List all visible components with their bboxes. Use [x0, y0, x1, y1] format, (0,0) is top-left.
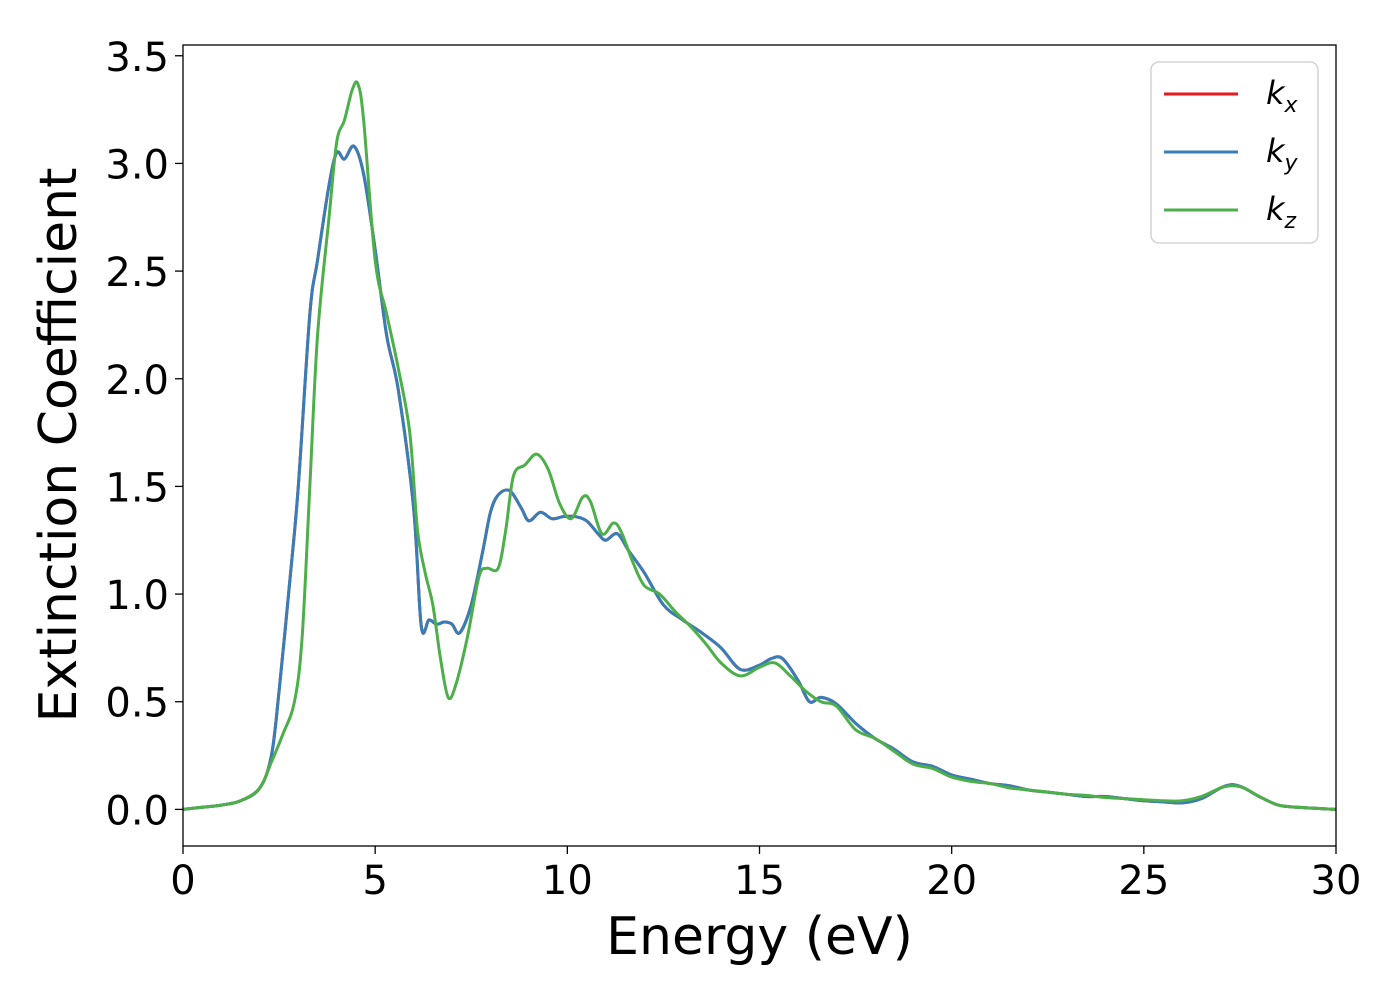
y-tick-label: 2.5	[105, 250, 169, 296]
legend-label-z: kz	[1266, 190, 1297, 234]
x-tick-label: 0	[170, 858, 195, 904]
legend-label-y: ky	[1266, 132, 1299, 176]
x-tick-label: 15	[734, 858, 785, 904]
y-tick-label: 0.5	[105, 681, 169, 727]
legend-label-x: kx	[1266, 74, 1299, 118]
plot-area	[182, 44, 1337, 847]
y-tick-label: 3.5	[105, 35, 169, 81]
series-group	[183, 80, 1336, 811]
x-axis-title: Energy (eV)	[606, 907, 913, 967]
x-tick-label: 20	[926, 858, 977, 904]
y-tick-label: 1.5	[105, 465, 169, 511]
x-axis: 0 5 10 15 20 25 30	[170, 846, 1361, 904]
y-tick-label: 0.0	[105, 788, 169, 834]
x-tick-label: 30	[1311, 858, 1362, 904]
x-tick-label: 5	[362, 858, 387, 904]
y-tick-label: 2.0	[105, 358, 169, 404]
series-line-z	[183, 80, 1336, 811]
y-tick-label: 3.0	[105, 142, 169, 188]
legend: kx ky kz	[1150, 61, 1319, 244]
y-axis-title: Extinction Coefficient	[29, 168, 89, 723]
y-axis: 0.0 0.5 1.0 1.5 2.0 2.5 3.0 3.5	[105, 35, 183, 834]
y-tick-label: 1.0	[105, 573, 169, 619]
x-tick-label: 25	[1118, 858, 1169, 904]
x-tick-label: 10	[542, 858, 593, 904]
